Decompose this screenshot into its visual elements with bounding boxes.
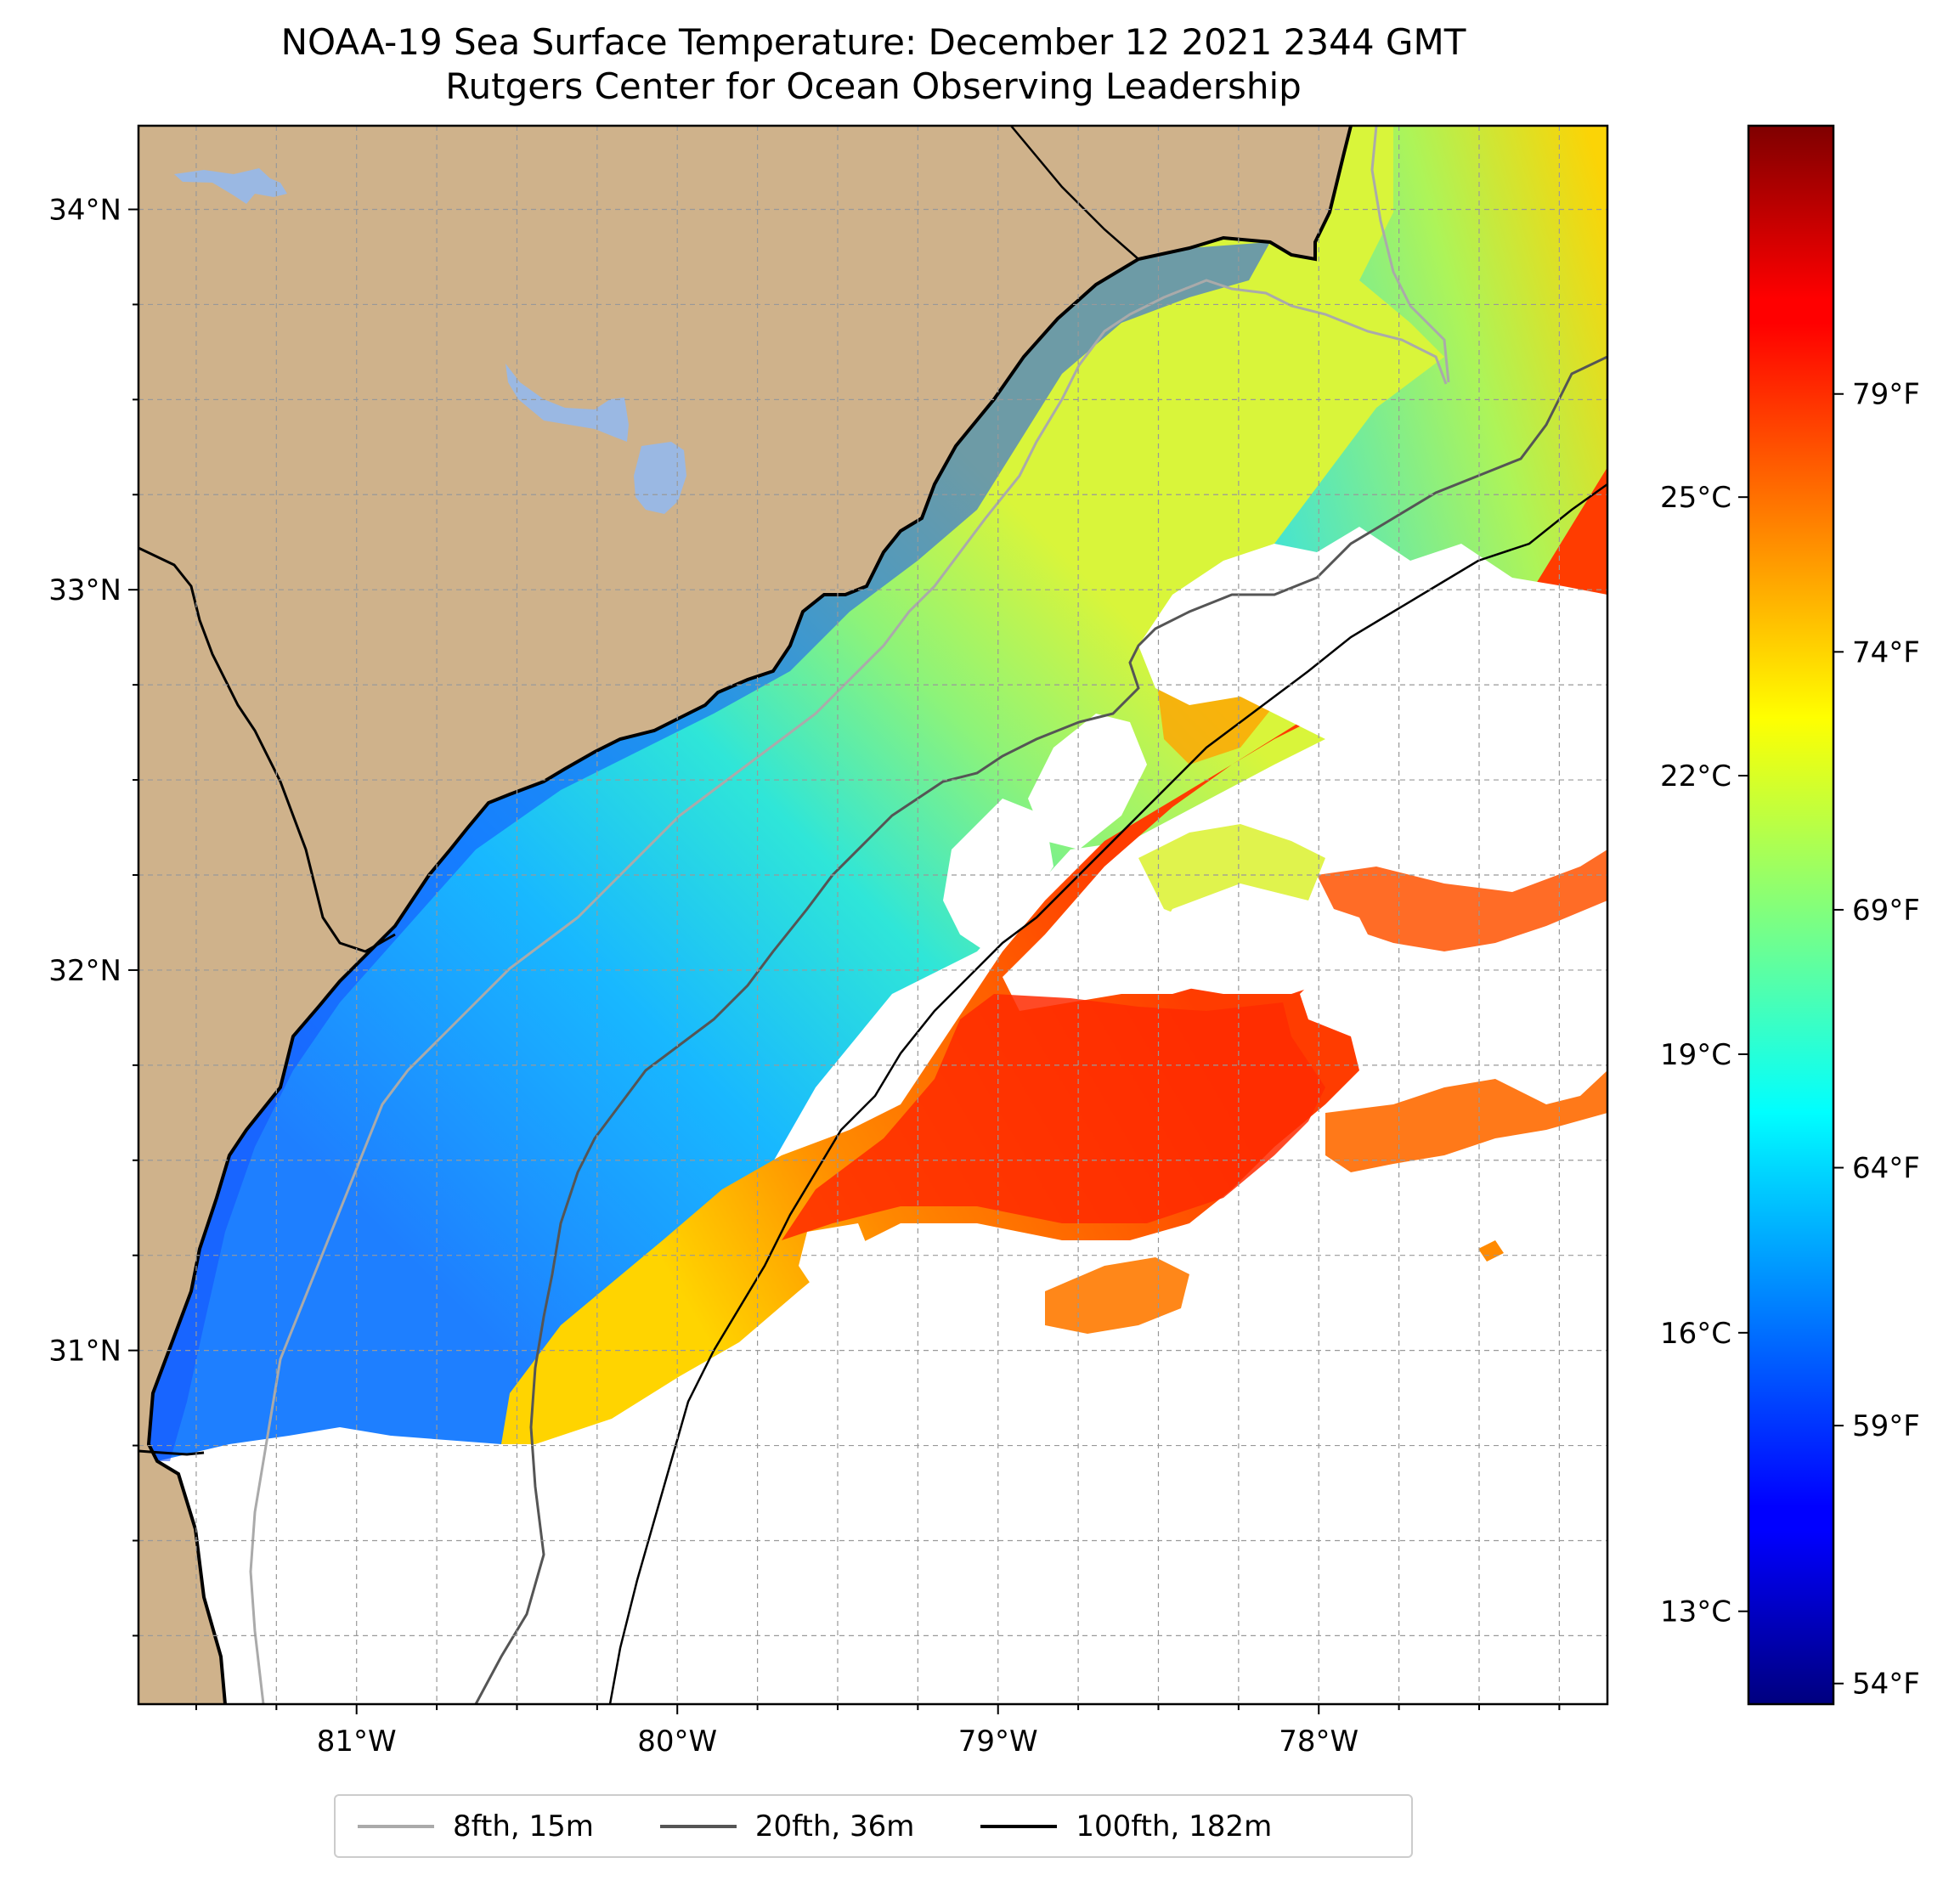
sst-patch-south	[1045, 1257, 1189, 1334]
legend-item: 100fth, 182m	[980, 1809, 1272, 1843]
sst-gulf-stream-core	[782, 994, 1325, 1240]
fahrenheit-tick-label: 64°F	[1852, 1152, 1920, 1186]
sst-gulf-stream	[501, 467, 1607, 1444]
gridlines	[138, 126, 1607, 1704]
legend-item: 8fth, 15m	[358, 1809, 594, 1843]
legend-item: 20fth, 36m	[659, 1809, 915, 1843]
celsius-tick-label: 22°C	[1660, 759, 1731, 793]
state-boundary-ga-fl	[138, 1449, 205, 1456]
latitude-axis: 34°N 33°N 32°N 31°N	[48, 193, 138, 1637]
fahrenheit-tick-label: 69°F	[1852, 894, 1920, 928]
longitude-axis: 81°W 80°W 79°W 78°W	[195, 1704, 1561, 1759]
lon-tick-label: 78°W	[1279, 1725, 1358, 1759]
state-boundary-sc-ga	[138, 546, 396, 953]
coastline	[146, 126, 1353, 1704]
lat-tick-label: 31°N	[48, 1335, 121, 1369]
no-data-gap-1	[1138, 527, 1607, 765]
fahrenheit-tick-label: 59°F	[1852, 1409, 1920, 1443]
lake-north	[174, 168, 287, 204]
lat-tick-label: 33°N	[48, 573, 121, 607]
sst-north-offshore	[1155, 126, 1607, 680]
sst-shelf	[149, 126, 1607, 1461]
fahrenheit-tick-label: 79°F	[1852, 378, 1920, 412]
no-data-gap-2	[1028, 714, 1147, 850]
lon-tick-label: 81°W	[317, 1725, 397, 1759]
map-title: NOAA-19 Sea Surface Temperature: Decembe…	[280, 21, 1466, 63]
no-data-gap-5	[799, 1223, 875, 1291]
state-boundary-nc-sc	[1010, 126, 1139, 260]
no-data-gap-south	[178, 1427, 510, 1704]
contour-8fth	[249, 279, 1448, 1704]
sst-patch-east	[1325, 1070, 1607, 1172]
contour-100fth	[608, 483, 1607, 1704]
colorbar-celsius-ticks: 13°C 16°C 19°C 22°C 25°C	[1660, 481, 1748, 1629]
depth-contour-legend: 8fth, 15m 20fth, 36m 100fth, 182m	[334, 1794, 1413, 1858]
land-area	[138, 126, 1351, 1704]
colorbar	[1747, 124, 1835, 1706]
contour-8fth-north	[1370, 126, 1450, 383]
map-subtitle: Rutgers Center for Ocean Observing Leade…	[445, 65, 1302, 107]
celsius-tick-label: 25°C	[1660, 481, 1731, 515]
fahrenheit-tick-label: 54°F	[1852, 1668, 1920, 1702]
legend-line-swatch	[358, 1824, 434, 1828]
legend-line-swatch	[980, 1824, 1058, 1828]
lat-tick-label: 34°N	[48, 193, 121, 227]
celsius-tick-label: 13°C	[1660, 1595, 1731, 1629]
fahrenheit-tick-label: 74°F	[1852, 635, 1920, 669]
sst-patch-south-2	[1478, 1240, 1504, 1262]
map-frame	[137, 124, 1609, 1706]
celsius-tick-label: 16°C	[1660, 1317, 1731, 1351]
lake-moultrie	[634, 442, 686, 514]
colorbar-fahrenheit-ticks: 54°F 59°F 64°F 69°F 74°F 79°F	[1833, 378, 1920, 1702]
legend-label: 8fth, 15m	[453, 1809, 594, 1843]
legend-line-swatch	[659, 1824, 737, 1828]
legend-label: 100fth, 182m	[1076, 1809, 1273, 1843]
sst-patch-east-mid	[1317, 850, 1607, 951]
lon-tick-label: 79°W	[958, 1725, 1038, 1759]
lake-marion	[506, 364, 629, 442]
lon-tick-label: 80°W	[637, 1725, 717, 1759]
celsius-tick-label: 19°C	[1660, 1038, 1731, 1072]
lat-tick-label: 32°N	[48, 954, 121, 988]
legend-label: 20fth, 36m	[754, 1809, 915, 1843]
